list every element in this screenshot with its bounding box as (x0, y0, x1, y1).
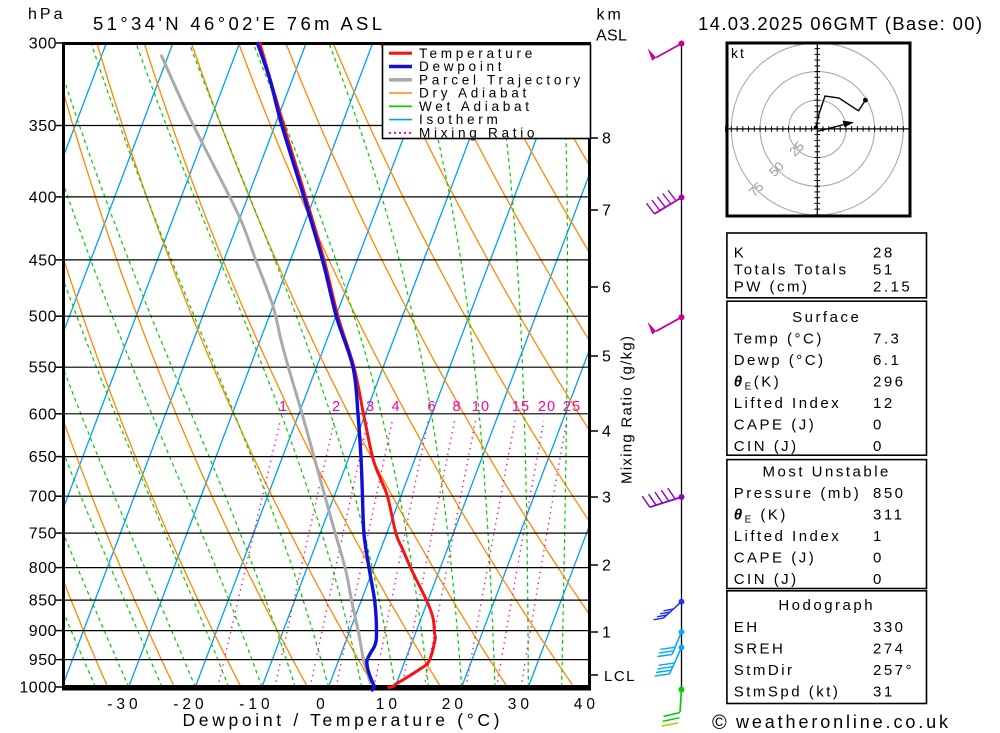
svg-text:6: 6 (427, 399, 436, 415)
svg-text:Surface: Surface (792, 309, 861, 326)
svg-text:257°: 257° (873, 662, 914, 679)
svg-text:51°34'N 46°02'E 76m ASL: 51°34'N 46°02'E 76m ASL (93, 13, 382, 34)
svg-text:K: K (734, 245, 747, 262)
svg-text:20: 20 (442, 696, 467, 713)
svg-text:700: 700 (29, 489, 57, 506)
svg-text:StmSpd (kt): StmSpd (kt) (734, 684, 841, 701)
svg-text:40: 40 (574, 696, 599, 713)
svg-text:450: 450 (29, 252, 57, 269)
svg-text:CAPE (J): CAPE (J) (734, 550, 817, 567)
svg-text:Mixing Ratio: Mixing Ratio (419, 126, 538, 141)
svg-text:500: 500 (29, 309, 57, 326)
svg-text:kt: kt (731, 45, 746, 61)
svg-text:Dewpoint: Dewpoint (419, 59, 505, 74)
svg-text:5: 5 (602, 349, 611, 366)
svg-text:Dry Adiabat: Dry Adiabat (419, 86, 530, 101)
svg-text:1: 1 (279, 399, 288, 415)
svg-text:1: 1 (602, 625, 611, 642)
svg-text:800: 800 (29, 560, 57, 577)
svg-text:7: 7 (602, 203, 611, 220)
svg-text:8: 8 (602, 131, 611, 148)
svg-text:15: 15 (512, 399, 530, 415)
svg-text:311: 311 (873, 507, 904, 524)
svg-text:ASL: ASL (596, 28, 627, 45)
svg-text:850: 850 (873, 485, 906, 502)
svg-text:300: 300 (29, 36, 57, 53)
svg-text:-30: -30 (107, 696, 141, 713)
svg-text:θE(K): θE(K) (734, 374, 782, 393)
svg-text:14.03.2025 06GMT (Base: 00): 14.03.2025 06GMT (Base: 00) (698, 13, 982, 34)
svg-text:Temp (°C): Temp (°C) (734, 331, 824, 348)
svg-text:CIN (J): CIN (J) (734, 571, 799, 588)
svg-text:600: 600 (29, 406, 57, 423)
svg-text:20: 20 (538, 399, 556, 415)
svg-text:Lifted Index: Lifted Index (734, 528, 842, 545)
svg-text:Isotherm: Isotherm (419, 112, 501, 127)
svg-text:25: 25 (563, 399, 581, 415)
svg-text:6.1: 6.1 (873, 352, 901, 369)
svg-text:3: 3 (366, 399, 375, 415)
svg-text:30: 30 (508, 696, 533, 713)
svg-text:3: 3 (602, 490, 611, 507)
svg-text:950: 950 (29, 652, 57, 669)
svg-text:6: 6 (602, 280, 611, 297)
svg-text:CAPE (J): CAPE (J) (734, 417, 817, 434)
svg-text:Totals Totals: Totals Totals (734, 262, 849, 279)
svg-text:274: 274 (873, 641, 906, 658)
svg-text:330: 330 (873, 619, 906, 636)
svg-text:350: 350 (29, 118, 57, 135)
svg-text:0: 0 (873, 438, 884, 455)
svg-text:650: 650 (29, 449, 57, 466)
svg-text:©: © (712, 712, 727, 733)
svg-text:400: 400 (29, 189, 57, 206)
svg-text:PW (cm): PW (cm) (734, 279, 810, 296)
svg-text:Pressure (mb): Pressure (mb) (734, 485, 862, 502)
svg-text:Most Unstable: Most Unstable (763, 464, 891, 481)
svg-text:28: 28 (873, 245, 895, 262)
svg-text:SREH: SREH (734, 641, 786, 658)
svg-text:Dewp (°C): Dewp (°C) (734, 352, 826, 369)
svg-text:850: 850 (29, 593, 57, 610)
svg-text:-10: -10 (239, 696, 273, 713)
svg-text:0: 0 (873, 571, 884, 588)
svg-text:Parcel Trajectory: Parcel Trajectory (419, 72, 584, 87)
svg-text:CIN (J): CIN (J) (734, 438, 799, 455)
svg-text:12: 12 (873, 395, 895, 412)
svg-text:Temperature: Temperature (419, 46, 536, 61)
svg-text:Dewpoint / Temperature (°C): Dewpoint / Temperature (°C) (183, 710, 500, 730)
svg-text:km: km (597, 7, 624, 24)
svg-text:LCL: LCL (604, 668, 636, 685)
svg-text:Lifted Index: Lifted Index (734, 395, 842, 412)
svg-text:550: 550 (29, 360, 57, 377)
svg-text:1000: 1000 (19, 680, 57, 697)
svg-text:8: 8 (452, 399, 461, 415)
svg-text:1: 1 (873, 528, 884, 545)
svg-text:2.15: 2.15 (873, 279, 912, 296)
svg-text:51: 51 (873, 262, 895, 279)
svg-text:Wet Adiabat: Wet Adiabat (419, 99, 533, 114)
svg-text:0: 0 (316, 696, 329, 713)
svg-text:θE (K): θE (K) (734, 507, 788, 526)
svg-text:hPa: hPa (28, 6, 65, 23)
svg-text:10: 10 (472, 399, 490, 415)
svg-text:weatheronline.co.uk: weatheronline.co.uk (735, 712, 949, 732)
svg-text:-20: -20 (173, 696, 207, 713)
svg-text:7.3: 7.3 (873, 331, 901, 348)
svg-text:EH: EH (734, 619, 760, 636)
svg-text:Mixing Ratio (g/kg): Mixing Ratio (g/kg) (619, 336, 636, 484)
svg-text:10: 10 (376, 696, 401, 713)
svg-text:4: 4 (391, 399, 400, 415)
svg-text:2: 2 (602, 558, 611, 575)
svg-text:296: 296 (873, 374, 906, 391)
svg-text:0: 0 (873, 550, 884, 567)
svg-text:4: 4 (602, 424, 611, 441)
svg-text:Hodograph: Hodograph (778, 597, 875, 614)
svg-text:900: 900 (29, 623, 57, 640)
svg-text:750: 750 (29, 526, 57, 543)
svg-text:31: 31 (873, 684, 895, 701)
svg-text:StmDir: StmDir (734, 662, 795, 679)
svg-text:0: 0 (873, 417, 884, 434)
svg-text:2: 2 (332, 399, 341, 415)
